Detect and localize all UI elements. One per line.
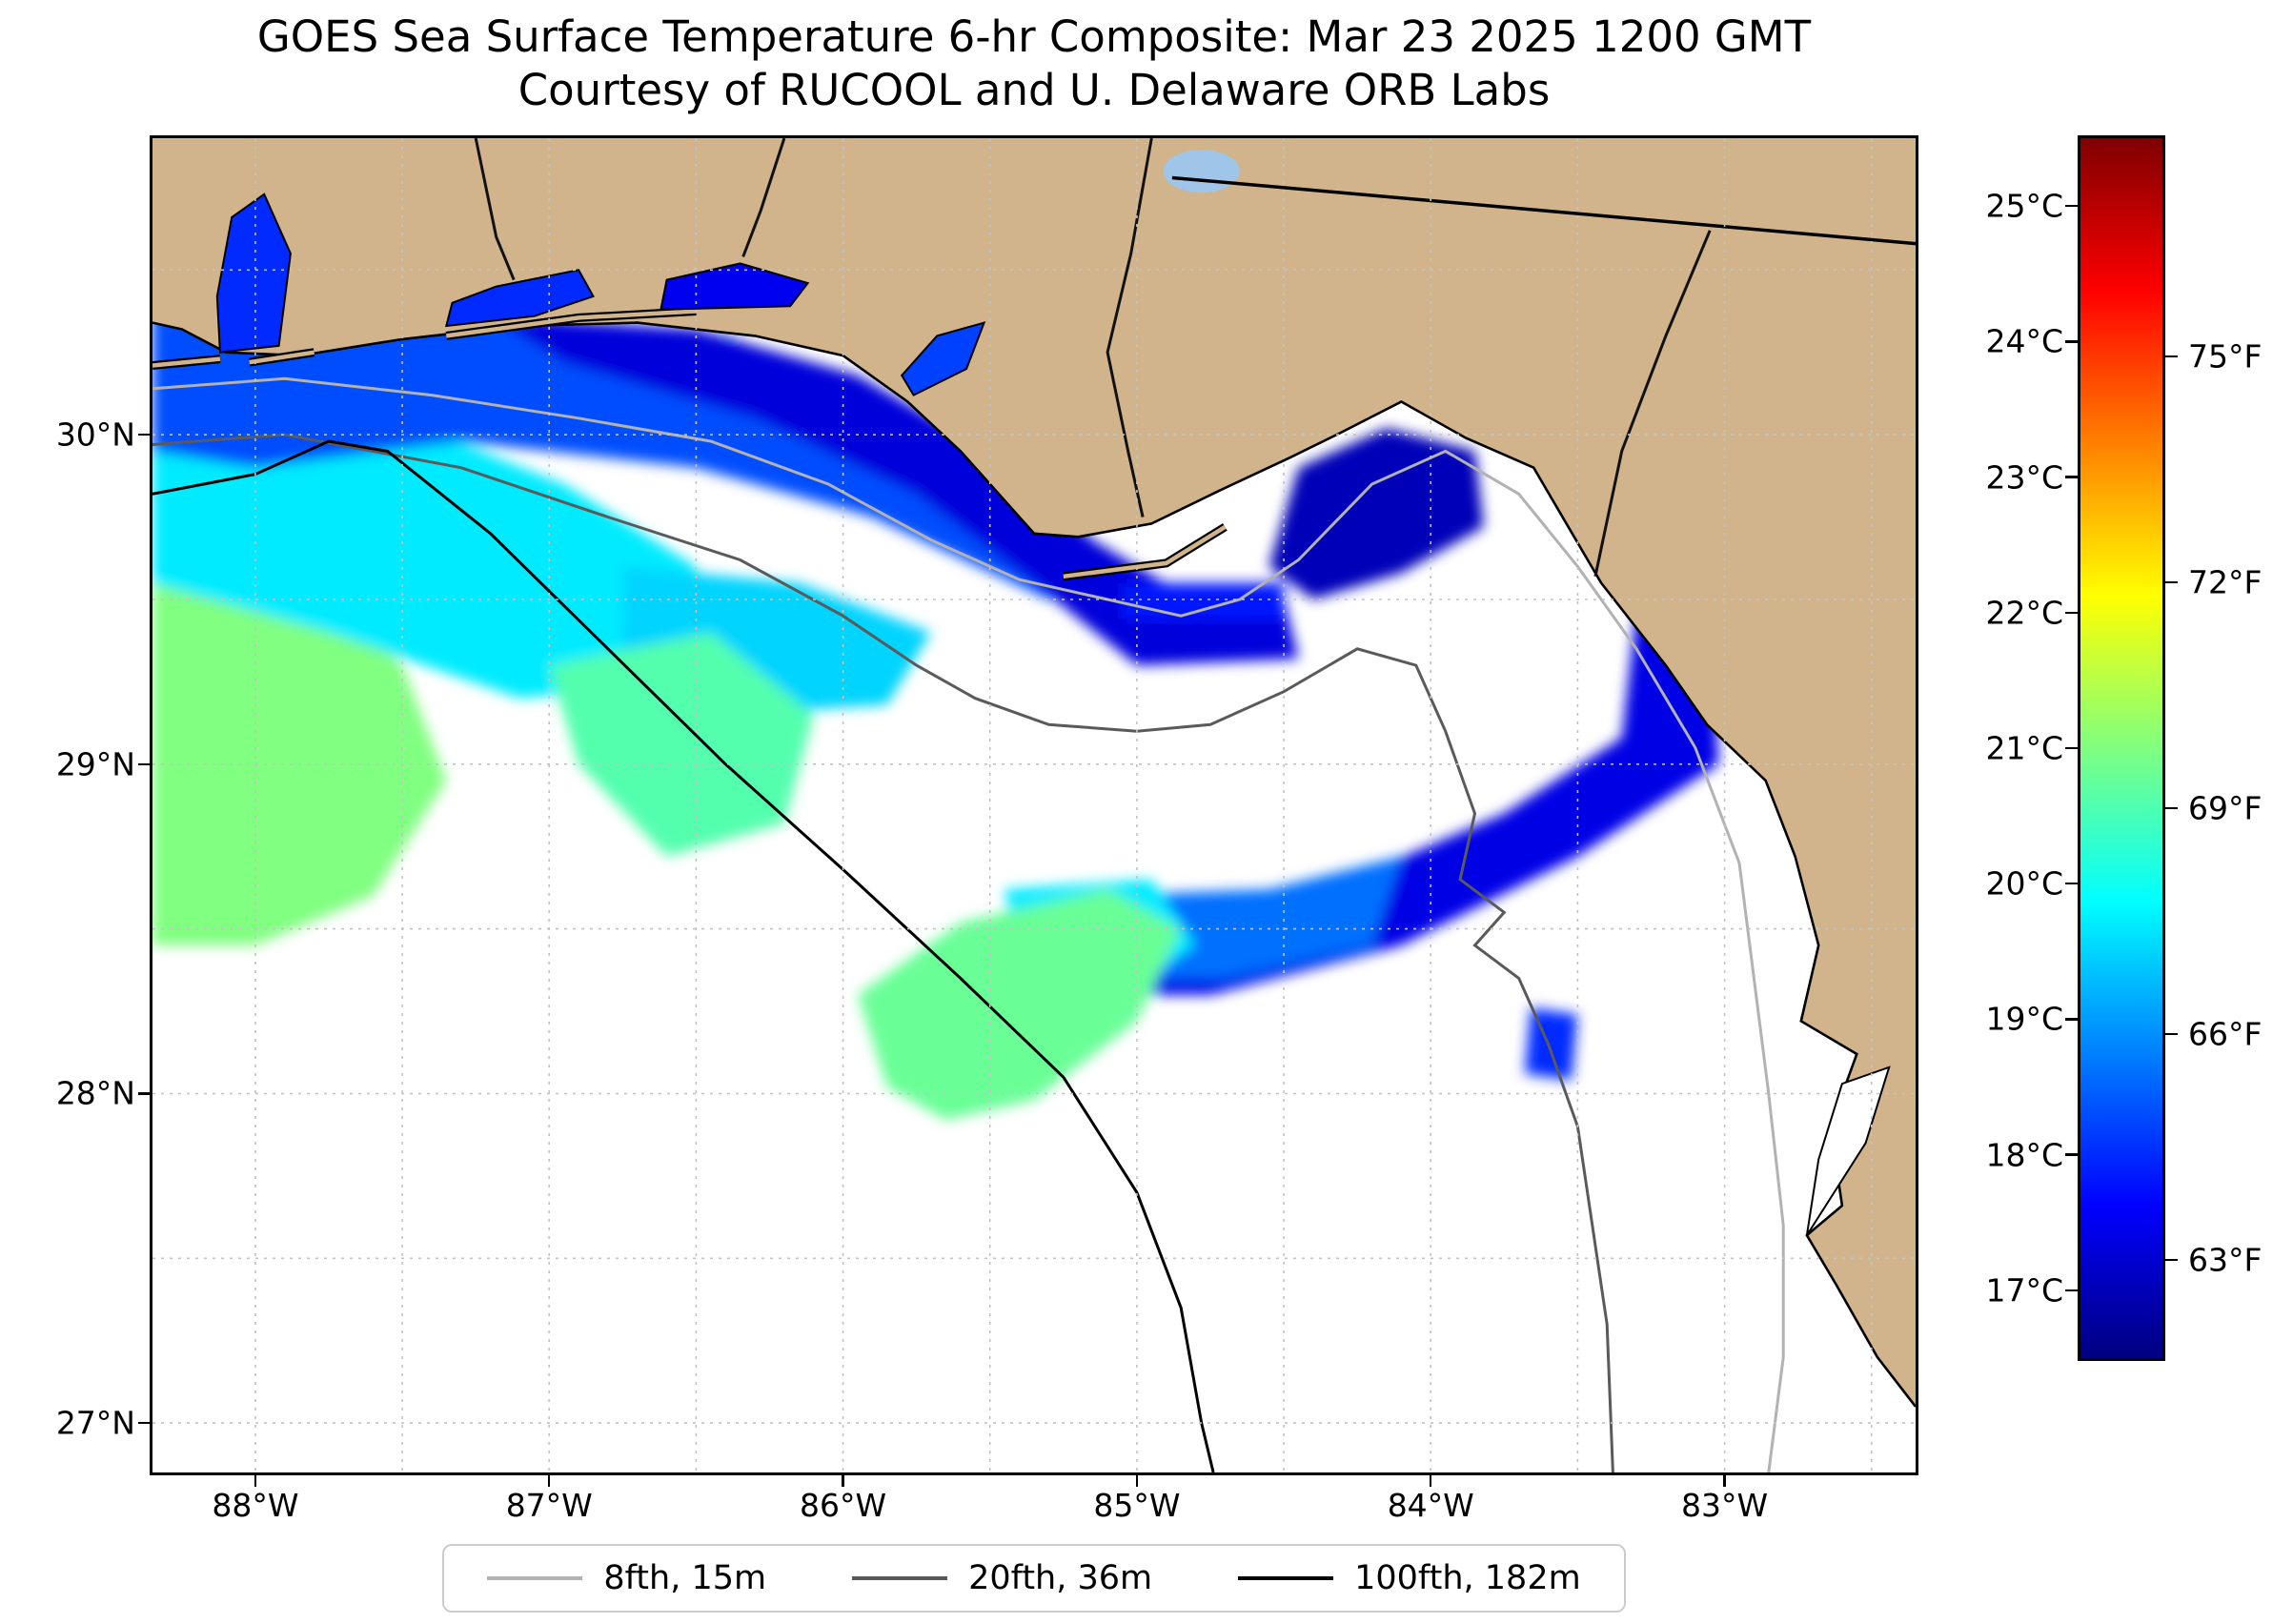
lake	[1163, 150, 1240, 193]
sst-region-north-coast-blue	[152, 286, 1152, 599]
colorbar-tick-celsius	[2065, 746, 2078, 750]
colorbar-tick-fahrenheit	[2165, 1033, 2178, 1036]
colorbar-tick-celsius	[2065, 611, 2078, 614]
colorbar-celsius-label: 25°C	[1985, 187, 2063, 225]
x-tick-label: 87°W	[505, 1487, 593, 1524]
sst-region-small-blue-spot	[1524, 1007, 1578, 1081]
x-tick-label: 83°W	[1681, 1487, 1769, 1524]
land	[152, 138, 1916, 1407]
colorbar-tick-celsius	[2065, 1018, 2078, 1021]
colorbar-celsius-label: 22°C	[1985, 594, 2063, 632]
x-tick-label: 84°W	[1387, 1487, 1474, 1524]
contour-20fth	[152, 433, 1614, 1472]
legend-label: 20fth, 36m	[968, 1559, 1153, 1597]
colorbar-tick-celsius	[2065, 204, 2078, 208]
x-tick-mark	[548, 1475, 551, 1487]
colorbar-celsius-label: 18°C	[1985, 1136, 2063, 1174]
y-tick-label: 27°N	[55, 1404, 135, 1442]
legend-item-20fth: 20fth, 36m	[852, 1559, 1152, 1597]
barrier-island-fill	[249, 350, 315, 365]
y-tick-label: 30°N	[55, 416, 135, 454]
y-tick-mark	[138, 433, 150, 436]
colorbar-celsius-label: 21°C	[1985, 729, 2063, 767]
figure-title: GOES Sea Surface Temperature 6-hr Compos…	[256, 11, 1812, 62]
tampa-bay	[1805, 1066, 1891, 1236]
state-boundary-line	[1171, 175, 1916, 246]
y-tick-label: 28°N	[55, 1074, 135, 1112]
legend-label: 8fth, 15m	[603, 1559, 767, 1597]
x-tick-mark	[1430, 1475, 1432, 1487]
x-tick-label: 85°W	[1093, 1487, 1181, 1524]
bay-pensacola-bay	[444, 269, 595, 328]
colorbar-tick-fahrenheit	[2165, 807, 2178, 810]
colorbar-tick-fahrenheit	[2165, 355, 2178, 358]
x-tick-mark	[842, 1475, 844, 1487]
bathymetry-contours	[152, 376, 1785, 1472]
y-tick-label: 29°N	[55, 745, 135, 783]
x-tick-mark	[1723, 1475, 1726, 1487]
x-tick-label: 86°W	[800, 1487, 887, 1524]
colorbar-tick-fahrenheit	[2165, 1259, 2178, 1262]
colorbar-celsius-label: 17°C	[1985, 1271, 2063, 1309]
legend-line-sample	[487, 1576, 583, 1580]
colorbar-tick-celsius	[2065, 1289, 2078, 1292]
legend-line-sample	[1238, 1576, 1334, 1580]
colorbar-fahrenheit-label: 69°F	[2188, 789, 2263, 827]
map-plot-area	[150, 135, 1918, 1475]
legend: 8fth, 15m 20fth, 36m 100fth, 182m	[152, 1544, 1916, 1613]
colorbar-fahrenheit-label: 72°F	[2188, 563, 2263, 601]
x-tick-mark	[254, 1475, 257, 1487]
colorbar-celsius-label: 24°C	[1985, 322, 2063, 360]
figure-subtitle: Courtesy of RUCOOL and U. Delaware ORB L…	[517, 65, 1551, 115]
legend-line-sample	[852, 1576, 948, 1580]
colorbar-celsius-label: 23°C	[1985, 458, 2063, 497]
bay-choctawhatchee-bay	[659, 262, 810, 311]
y-tick-mark	[138, 1092, 150, 1095]
barrier-island-fill	[445, 309, 697, 338]
sst-region-apalachee-blue-streak	[1122, 582, 1285, 619]
y-tick-mark	[138, 1421, 150, 1425]
contour-100fth	[152, 439, 1215, 1472]
bay-st-andrew-bay	[900, 321, 986, 396]
y-tick-mark	[138, 762, 150, 765]
barrier-island-fill	[152, 356, 221, 368]
colorbar-celsius-label: 19°C	[1985, 1000, 2063, 1038]
barrier-island-fill	[1063, 524, 1227, 579]
x-tick-label: 88°W	[212, 1487, 299, 1524]
bay-mobile-bay	[215, 193, 292, 354]
colorbar-tick-celsius	[2065, 1153, 2078, 1156]
sst-region-west-shelf-green	[152, 517, 447, 945]
legend-item-100fth: 100fth, 182m	[1238, 1559, 1581, 1597]
colorbar-tick-fahrenheit	[2165, 580, 2178, 584]
legend-label: 100fth, 182m	[1354, 1559, 1581, 1597]
contour-8fth	[152, 376, 1785, 1472]
colorbar-tick-celsius	[2065, 883, 2078, 885]
sst-region-central-green-lobe	[549, 632, 814, 857]
river	[1593, 230, 1712, 578]
sst-region-panhandle-coast-darkblue	[490, 315, 1299, 666]
colorbar-fahrenheit-label: 63°F	[2188, 1241, 2263, 1279]
legend-item-8fth: 8fth, 15m	[487, 1559, 766, 1597]
river	[741, 138, 786, 257]
temperature-colorbar	[2078, 135, 2165, 1361]
x-tick-mark	[1135, 1475, 1139, 1487]
colorbar-tick-celsius	[2065, 340, 2078, 343]
river	[1106, 138, 1153, 518]
sst-region-bigbend-darkblue	[1268, 428, 1484, 599]
colorbar-fahrenheit-label: 75°F	[2188, 337, 2263, 376]
sst-region-west-shelf-cyan	[152, 385, 697, 699]
colorbar-tick-celsius	[2065, 476, 2078, 478]
legend-box: 8fth, 15m 20fth, 36m 100fth, 182m	[442, 1544, 1626, 1613]
river	[474, 138, 516, 281]
sst-region-south-green-patch	[858, 889, 1182, 1121]
sst-map	[152, 138, 1916, 1472]
colorbar-celsius-label: 20°C	[1985, 864, 2063, 903]
gridlines	[152, 138, 1916, 1472]
colorbar-fahrenheit-label: 66°F	[2188, 1015, 2263, 1053]
